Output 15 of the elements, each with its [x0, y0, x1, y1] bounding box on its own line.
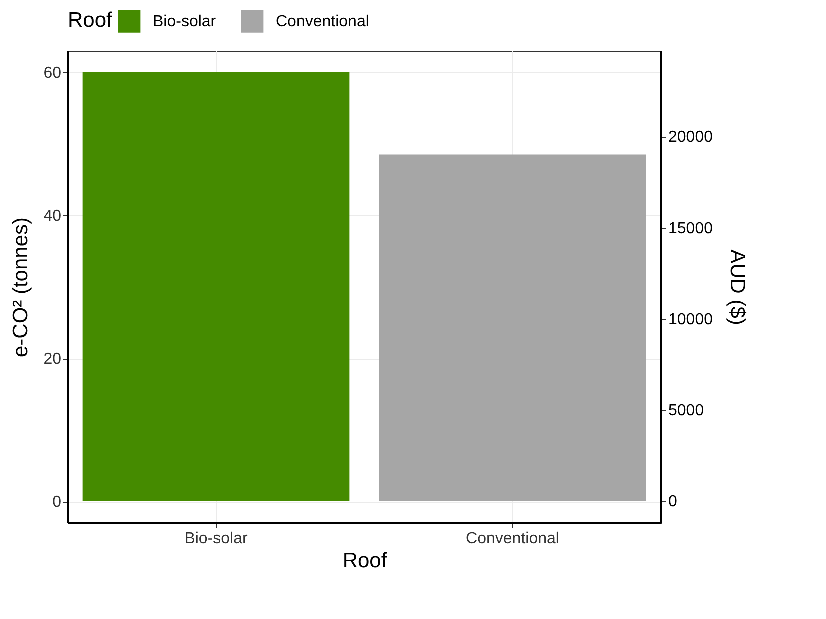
x-axis-title: Roof — [342, 550, 388, 572]
y2-axis-title: AUD ($) — [726, 250, 749, 326]
legend-title: Roof — [68, 9, 113, 32]
y2-tick-label: 0 — [668, 494, 678, 511]
y-axis-title: e-CO² (tonnes) — [10, 217, 33, 358]
y-tick-label: 40 — [44, 208, 62, 225]
y2-tick-label: 20000 — [668, 129, 714, 146]
legend-label: Bio-solar — [153, 14, 217, 31]
y-tick-label: 0 — [52, 494, 62, 512]
legend-label: Conventional — [276, 14, 370, 31]
y2-tick-label: 10000 — [668, 311, 714, 328]
y2-tick-label: 5000 — [668, 402, 704, 420]
y-tick-label: 60 — [44, 64, 62, 82]
y-tick-label: 20 — [44, 351, 62, 368]
y2-tick-label: 15000 — [668, 220, 714, 238]
